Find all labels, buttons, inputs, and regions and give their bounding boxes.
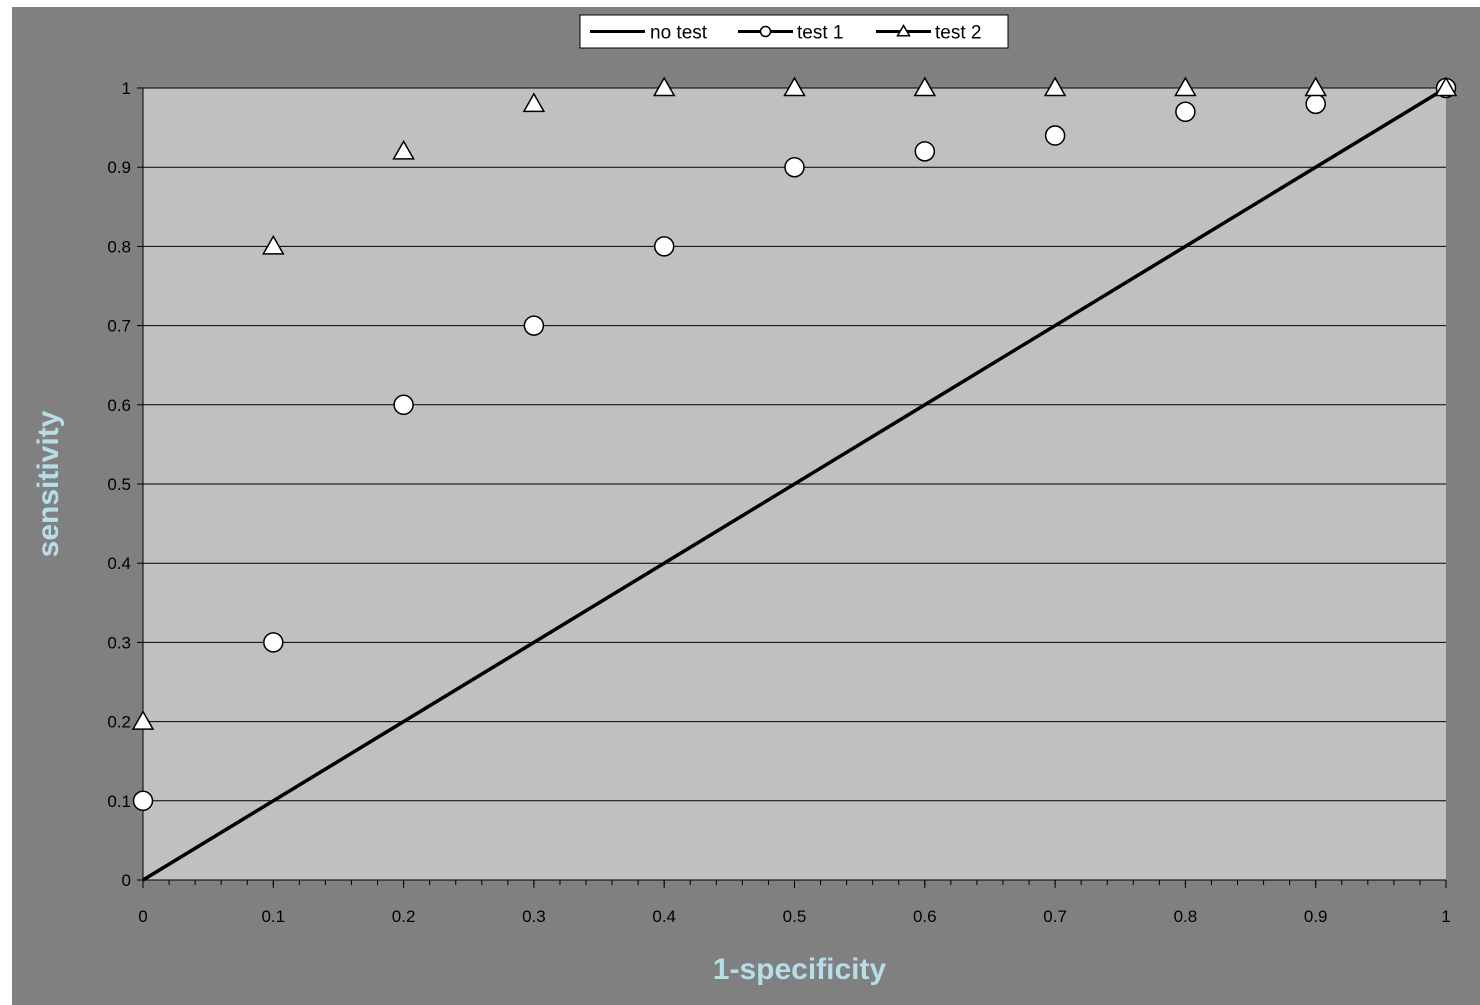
test-2-point [262, 234, 285, 255]
x-tick-label: 0.2 [392, 907, 416, 926]
test-2-point [522, 92, 546, 113]
y-axis-title: sensitivity [32, 410, 65, 557]
x-tick-label: 0.7 [1043, 907, 1067, 926]
x-tick-label: 0 [138, 907, 147, 926]
test-2-point [1174, 76, 1197, 97]
y-tick-label: 0.1 [107, 792, 131, 811]
y-tick-label: 1 [122, 79, 131, 98]
test-2-point [1043, 76, 1067, 97]
legend-box [579, 14, 1009, 49]
test-1-point [1305, 93, 1326, 115]
test-1-point [263, 632, 284, 653]
test-2-point [1304, 76, 1327, 97]
y-tick-label: 0.3 [107, 633, 131, 652]
test-1-point [784, 156, 805, 178]
test-2-point [783, 76, 806, 97]
x-tick-label: 0.4 [652, 907, 676, 926]
y-tick-label: 0.7 [107, 317, 131, 336]
test-1-point [1175, 101, 1196, 123]
test-2-point [913, 76, 937, 97]
x-tick-label: 1 [1441, 907, 1450, 926]
y-tick-label: 0.8 [107, 237, 131, 256]
legend-marker-triangle [896, 24, 911, 37]
x-tick-label: 0.8 [1174, 907, 1198, 926]
legend-marker-circle [759, 25, 772, 38]
test-1-point [132, 790, 154, 812]
y-tick-label: 0.4 [107, 554, 131, 573]
legend-label: test 2 [935, 23, 981, 44]
x-tick-label: 0.6 [913, 907, 937, 926]
test-1-point [393, 394, 414, 416]
test-1-point [523, 315, 545, 336]
test-2-point [1434, 76, 1458, 97]
test-1-point [653, 236, 675, 257]
series-line-no-test [142, 86, 1447, 882]
legend-label: test 1 [797, 23, 843, 44]
y-tick-label: 0 [122, 871, 131, 890]
x-tick-label: 0.1 [261, 907, 285, 926]
y-tick-label: 0.2 [107, 713, 131, 732]
test-2-point [392, 139, 415, 160]
legend-label: no test [650, 23, 708, 44]
test-1-point [1044, 125, 1066, 146]
x-tick-label: 0.5 [783, 907, 807, 926]
y-tick-label: 0.5 [107, 475, 131, 494]
test-2-point [652, 76, 676, 97]
x-axis-title: 1-specificity [713, 953, 887, 986]
x-tick-label: 0.9 [1304, 907, 1328, 926]
test-2-point [131, 710, 155, 730]
y-tick-label: 0.9 [107, 158, 131, 177]
x-tick-label: 0.3 [522, 907, 546, 926]
test-1-point [914, 141, 936, 162]
y-tick-label: 0.6 [107, 396, 131, 415]
